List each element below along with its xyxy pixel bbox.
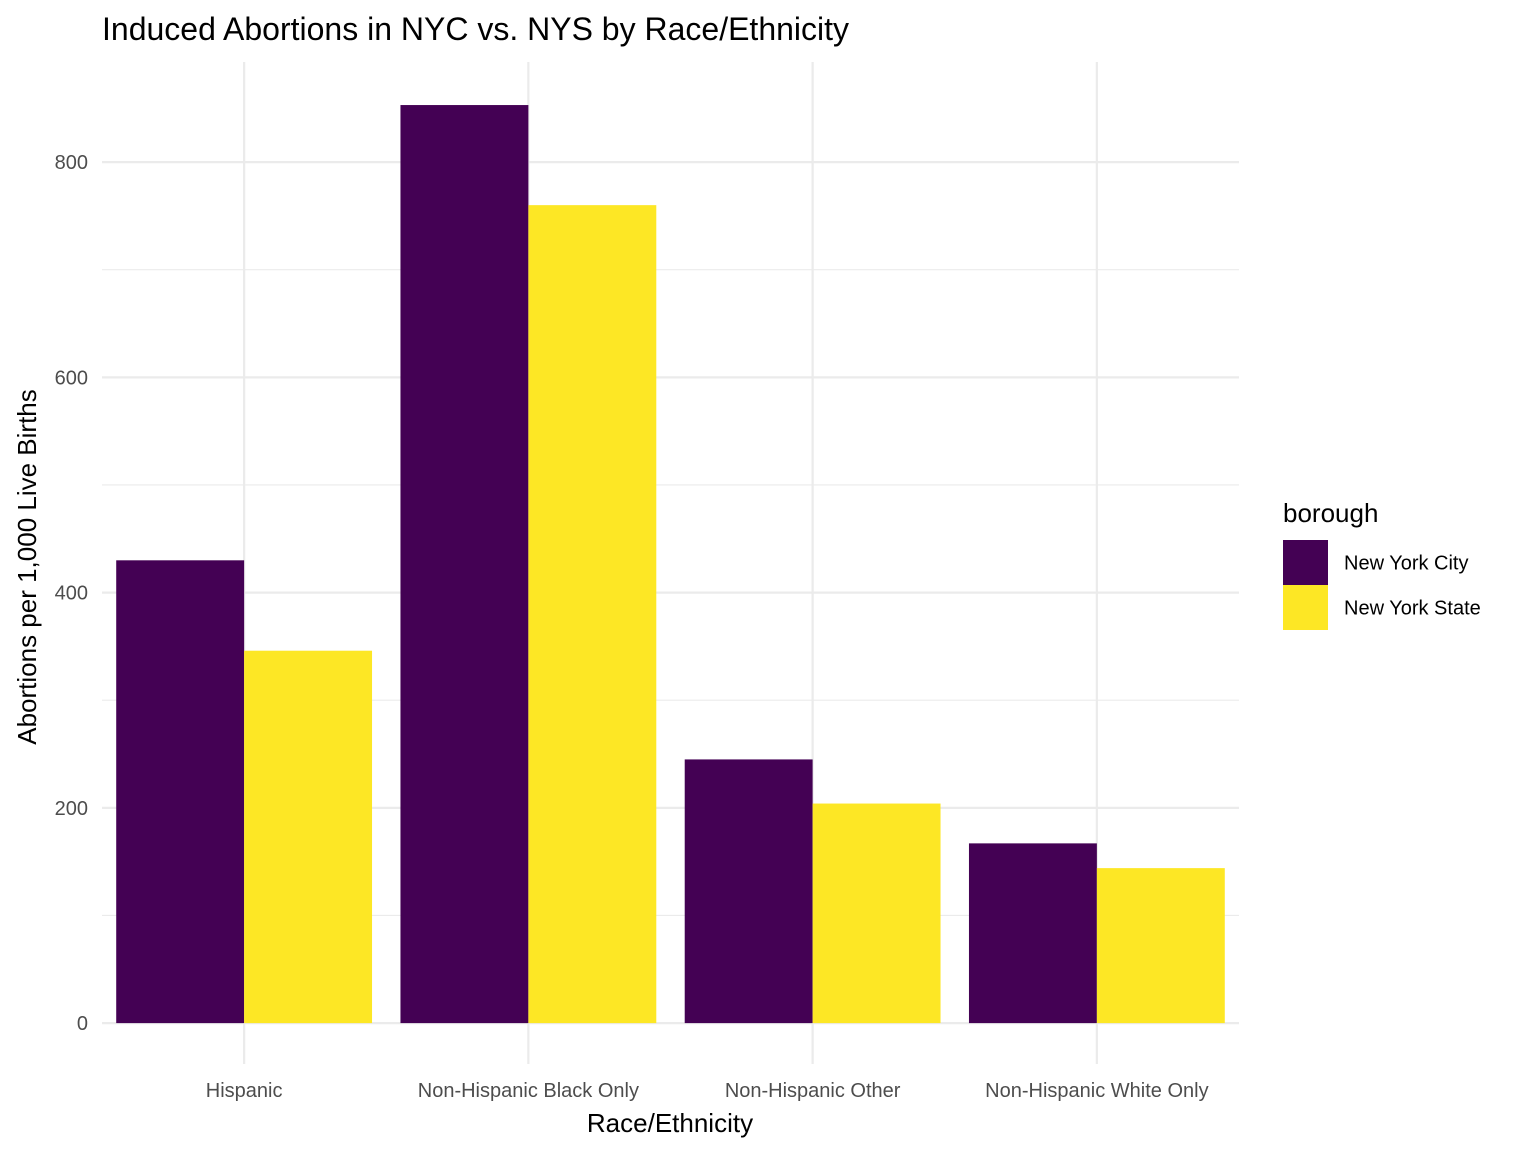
legend-title: borough [1283,498,1378,528]
y-tick-label: 800 [55,152,88,174]
x-axis-title: Race/Ethnicity [587,1108,753,1138]
x-tick-label: Non-Hispanic Black Only [418,1080,639,1102]
legend-label: New York State [1344,598,1481,620]
bar [244,650,373,1024]
x-tick-label: Non-Hispanic White Only [985,1080,1208,1102]
legend: borough New York City New York State [1283,498,1481,630]
bars [116,105,1225,1024]
x-tick-label: Non-Hispanic Other [725,1080,901,1102]
y-tick-label: 600 [55,367,88,389]
bar [968,843,1097,1024]
legend-key [1283,540,1328,585]
bar [1096,868,1225,1024]
y-axis-ticks: 0 200 400 600 800 [55,152,88,1035]
bar [528,205,657,1024]
bar [812,803,941,1024]
x-axis-ticks: Hispanic Non-Hispanic Black Only Non-Hispa… [206,1080,1209,1102]
legend-key [1283,585,1328,630]
y-tick-label: 0 [77,1013,88,1035]
chart-title: Induced Abortions in NYC vs. NYS by Race… [102,11,849,47]
legend-label: New York City [1344,553,1469,575]
y-tick-label: 400 [55,583,88,605]
x-tick-label: Hispanic [206,1080,283,1102]
bar [400,105,529,1024]
y-axis-title: Abortions per 1,000 Live Births [12,389,42,745]
bar [684,759,813,1024]
y-tick-label: 200 [55,798,88,820]
bar [116,560,245,1024]
